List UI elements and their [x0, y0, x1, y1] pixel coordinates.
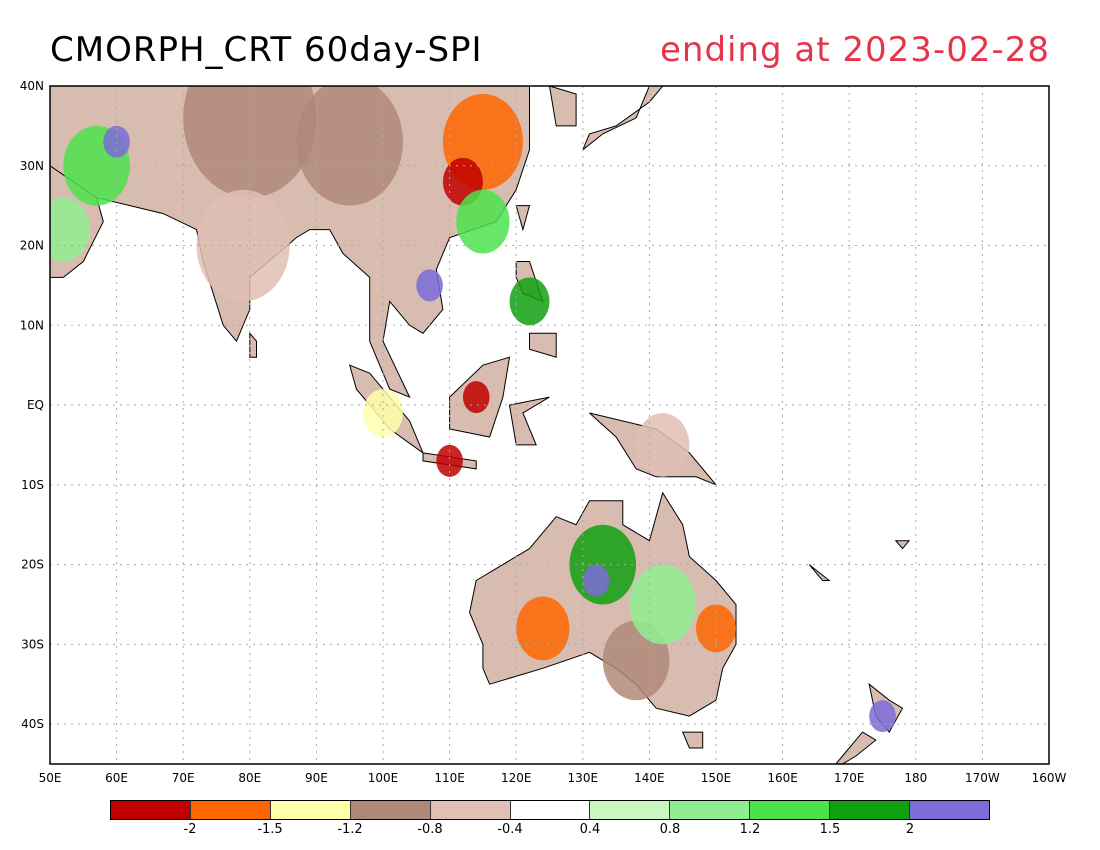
map-title: CMORPH_CRT 60day-SPI — [50, 30, 483, 70]
new-caledonia-landmass — [808, 564, 831, 581]
lat-label: 40N — [20, 79, 44, 93]
date-subtitle: ending at 2023-02-28 — [660, 30, 1050, 70]
color-legend — [110, 800, 990, 820]
lon-label: 170E — [834, 771, 865, 785]
lon-label: 80E — [238, 771, 261, 785]
lon-label: 50E — [39, 771, 62, 785]
region-tibet-dry — [296, 86, 403, 206]
spi-map: 40N 30N 20N 10N EQ 10S 20S 30S 40S 50E 60E 70E 80E 90… — [20, 79, 1067, 785]
legend-swatch — [830, 801, 911, 819]
region-india-mixed — [196, 189, 290, 302]
legend-tick-label: 0.4 — [579, 822, 601, 837]
tasmania-landmass — [681, 731, 704, 749]
region-south-china-wet — [456, 189, 510, 254]
legend-tick-label: -1.5 — [257, 822, 283, 837]
legend-swatch — [190, 801, 271, 819]
lon-label: 160E — [767, 771, 798, 785]
region-australia-sw-dry — [516, 596, 570, 661]
region-australia-nw-very-wet — [582, 564, 610, 597]
japan-landmass — [582, 86, 664, 151]
region-indochina-wet — [416, 269, 443, 302]
lon-label: 60E — [105, 771, 128, 785]
fiji-landmass — [894, 540, 911, 550]
lat-label: 40S — [21, 717, 44, 731]
lon-label: 150E — [701, 771, 732, 785]
legend-swatch — [910, 801, 989, 819]
lon-label: 110E — [434, 771, 465, 785]
legend-tick-label: -1.2 — [337, 822, 363, 837]
lon-label: 90E — [305, 771, 328, 785]
mindanao-landmass — [529, 332, 557, 358]
legend-swatch — [350, 801, 431, 819]
legend-tick-label: 1.5 — [819, 822, 841, 837]
lon-label: 70E — [172, 771, 195, 785]
lon-label: 170W — [965, 771, 1000, 785]
lat-label: 30S — [21, 637, 44, 651]
region-java-dry — [436, 444, 463, 477]
legend-tick-label: 2 — [905, 822, 915, 837]
legend-swatch — [111, 801, 191, 819]
lon-label: 160W — [1032, 771, 1067, 785]
region-borneo-dry — [462, 381, 490, 414]
lat-label: EQ — [27, 398, 44, 412]
lat-label: 10S — [21, 478, 44, 492]
lat-label: 20S — [21, 558, 44, 572]
lon-label: 140E — [634, 771, 665, 785]
region-australia-east-dry — [696, 604, 736, 653]
legend-swatch — [750, 801, 831, 819]
legend-tick-label: 0.8 — [659, 822, 681, 837]
nz-south-landmass — [835, 731, 877, 764]
sri-lanka-landmass — [249, 331, 257, 358]
lon-label: 120E — [501, 771, 532, 785]
legend-swatch — [430, 801, 511, 819]
korea-landmass — [548, 86, 577, 127]
legend-swatch — [670, 801, 751, 819]
sulawesi-landmass — [508, 396, 550, 446]
map-border — [49, 85, 1050, 765]
lat-label: 10N — [20, 318, 44, 332]
region-persia-very-wet — [103, 125, 130, 158]
region-sumatra-dry — [363, 389, 403, 437]
legend-tick-label: -0.4 — [497, 822, 523, 837]
region-philippines-wet — [509, 277, 550, 326]
asia-landmass — [50, 86, 530, 399]
legend-swatch — [270, 801, 351, 819]
region-new-guinea-mixed — [636, 413, 690, 477]
legend-tick-label: -0.8 — [417, 822, 443, 837]
region-arabia-wet — [50, 197, 90, 262]
region-new-zealand-wet — [869, 700, 896, 733]
legend-swatch — [510, 801, 591, 819]
spi-regions — [50, 86, 896, 733]
lat-label: 20N — [20, 239, 44, 253]
lon-label: 100E — [368, 771, 399, 785]
lon-label: 130E — [568, 771, 599, 785]
region-central-asia-dry — [183, 86, 317, 198]
lon-label: 180 — [904, 771, 927, 785]
region-australia-inland-wet — [629, 564, 697, 645]
legend-swatch — [590, 801, 671, 819]
lat-label: 30N — [20, 159, 44, 173]
legend-tick-label: -2 — [183, 822, 197, 837]
legend-tick-label: 1.2 — [739, 822, 761, 837]
taiwan-landmass — [515, 205, 531, 232]
